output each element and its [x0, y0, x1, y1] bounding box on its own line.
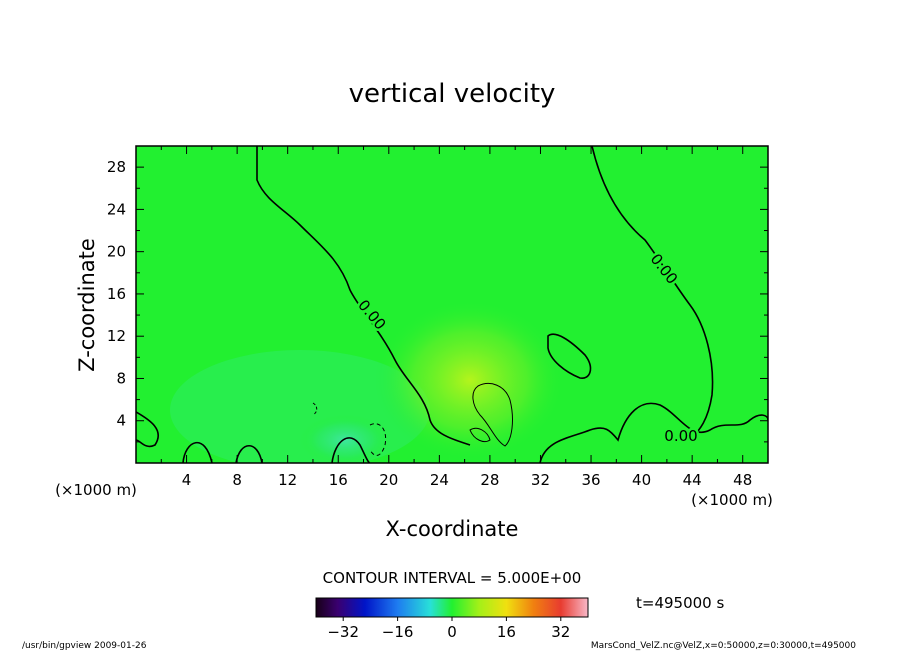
- x-tick-label: 32: [531, 471, 550, 489]
- x-tick-label: 48: [733, 471, 752, 489]
- x-tick-label: 12: [278, 471, 297, 489]
- contour-positive-5: [472, 383, 513, 447]
- y-tick-label: 12: [107, 327, 126, 345]
- downdraft-region: [300, 415, 390, 463]
- x-tick-label: 8: [232, 471, 242, 489]
- colorbar-gradient: [315, 597, 589, 618]
- contour-negative-5-b: [312, 402, 318, 416]
- heatmap-field: [136, 146, 768, 463]
- x-tick-label: 36: [581, 471, 600, 489]
- contour-zero-bump-3: [331, 437, 371, 463]
- contour-interval-text: CONTOUR INTERVAL = 5.000E+00: [323, 569, 582, 587]
- colorbar-tick-label: 16: [497, 623, 516, 641]
- colorbar-tick-label: 0: [447, 623, 457, 641]
- x-tick-label: 4: [182, 471, 192, 489]
- colorbar-ticks: −32 −16 0 16 32: [327, 617, 570, 641]
- contour-zero-bump-1: [182, 441, 213, 463]
- chart-title: vertical velocity: [349, 79, 556, 109]
- x-axis-label: X-coordinate: [386, 517, 519, 541]
- updraft-region: [375, 300, 565, 460]
- footer-left: /usr/bin/gpview 2009-01-26: [22, 641, 147, 651]
- contour-positive-5-b: [469, 427, 491, 443]
- y-tick-label: 24: [107, 200, 126, 218]
- plot-frame: [135, 145, 769, 464]
- x-tick-label: 40: [632, 471, 651, 489]
- contour-zero-right-low: [539, 402, 768, 463]
- contour-zero-closed-right: [547, 333, 592, 379]
- x-tick-label: 20: [379, 471, 398, 489]
- x-tick-label: 16: [329, 471, 348, 489]
- x-unit-right: (×1000 m): [691, 491, 773, 509]
- contour-label: 0.00: [664, 427, 697, 445]
- y-tick-label: 4: [116, 412, 126, 430]
- x-tick-label: 44: [683, 471, 702, 489]
- y-tick-label: 8: [116, 369, 126, 387]
- contour-zero-right: [591, 146, 714, 441]
- x-tick-label: 28: [480, 471, 499, 489]
- colorbar-tick-label: −32: [327, 623, 359, 641]
- y-tick-label: 16: [107, 285, 126, 303]
- colorbar-tick-label: −16: [382, 623, 414, 641]
- contour-lines: [136, 146, 768, 463]
- x-tick-label: 24: [430, 471, 449, 489]
- colorbar-tick-label: 32: [551, 623, 570, 641]
- footer-right: MarsCond_VelZ.nc@VelZ,x=0:50000,z=0:3000…: [590, 641, 856, 651]
- x-unit-left: (×1000 m): [55, 481, 137, 499]
- contour-negative-5: [369, 423, 387, 456]
- y-axis-label: Z-coordinate: [75, 238, 99, 372]
- time-label: t=495000 s: [636, 594, 724, 612]
- colorbar: −32 −16 0 16 32: [315, 597, 589, 641]
- contour-zero-left: [256, 146, 471, 446]
- y-tick-label: 20: [107, 243, 126, 261]
- y-tick-label: 28: [107, 158, 126, 176]
- contour-fine-lines: [312, 383, 513, 456]
